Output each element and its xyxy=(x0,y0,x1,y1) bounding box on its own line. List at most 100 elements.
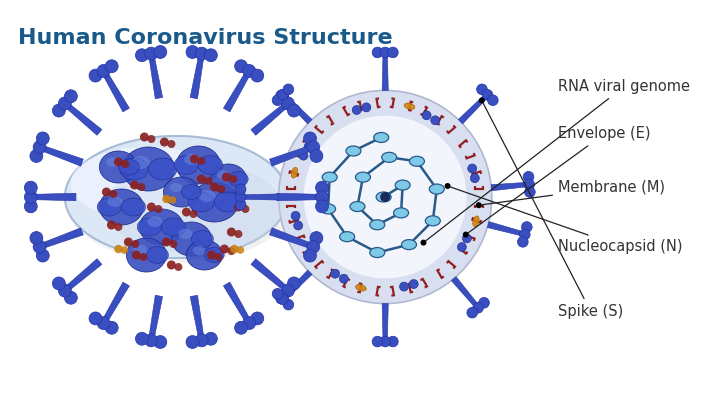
Ellipse shape xyxy=(356,284,366,291)
Ellipse shape xyxy=(402,240,416,250)
Circle shape xyxy=(479,97,485,104)
Ellipse shape xyxy=(120,158,148,180)
Circle shape xyxy=(315,181,328,194)
Ellipse shape xyxy=(148,158,177,180)
Circle shape xyxy=(473,303,483,313)
Circle shape xyxy=(282,284,294,297)
Circle shape xyxy=(521,222,532,232)
Ellipse shape xyxy=(138,218,161,236)
Circle shape xyxy=(24,191,37,203)
Circle shape xyxy=(53,104,66,117)
Circle shape xyxy=(463,232,469,238)
Circle shape xyxy=(339,274,348,283)
Circle shape xyxy=(162,195,171,203)
Circle shape xyxy=(291,211,300,220)
Circle shape xyxy=(525,187,535,197)
Polygon shape xyxy=(282,93,312,124)
Polygon shape xyxy=(277,193,322,201)
Circle shape xyxy=(36,132,49,145)
Circle shape xyxy=(380,47,390,58)
Circle shape xyxy=(138,183,145,191)
Ellipse shape xyxy=(65,136,288,258)
Circle shape xyxy=(304,143,313,151)
Circle shape xyxy=(409,279,418,288)
Circle shape xyxy=(276,291,289,304)
Circle shape xyxy=(24,181,37,194)
Polygon shape xyxy=(102,282,130,324)
Circle shape xyxy=(105,322,118,334)
Circle shape xyxy=(114,223,122,231)
Circle shape xyxy=(362,103,371,112)
Circle shape xyxy=(186,46,199,58)
Circle shape xyxy=(372,47,383,58)
Circle shape xyxy=(243,65,256,77)
Circle shape xyxy=(186,336,199,348)
Text: Envelope (E): Envelope (E) xyxy=(468,126,650,233)
Circle shape xyxy=(462,234,472,243)
Ellipse shape xyxy=(133,245,148,255)
Circle shape xyxy=(235,199,246,210)
Ellipse shape xyxy=(184,154,199,165)
Ellipse shape xyxy=(370,247,384,258)
Circle shape xyxy=(197,157,205,165)
Polygon shape xyxy=(223,70,251,112)
Circle shape xyxy=(107,221,116,229)
Ellipse shape xyxy=(473,216,480,227)
Ellipse shape xyxy=(210,164,246,194)
Circle shape xyxy=(470,174,480,183)
Ellipse shape xyxy=(404,103,415,110)
Ellipse shape xyxy=(192,230,213,247)
Ellipse shape xyxy=(190,182,238,222)
Circle shape xyxy=(380,336,390,347)
Ellipse shape xyxy=(394,208,408,218)
Polygon shape xyxy=(190,53,204,99)
Circle shape xyxy=(235,322,248,334)
Circle shape xyxy=(105,60,118,72)
Polygon shape xyxy=(269,145,314,166)
Ellipse shape xyxy=(161,218,186,236)
Circle shape xyxy=(195,47,208,60)
Circle shape xyxy=(167,260,176,269)
Circle shape xyxy=(278,89,288,100)
Polygon shape xyxy=(39,145,84,166)
Circle shape xyxy=(33,240,46,253)
Circle shape xyxy=(132,240,140,248)
Text: Spike (S): Spike (S) xyxy=(483,103,624,319)
Ellipse shape xyxy=(320,204,336,214)
Ellipse shape xyxy=(163,177,199,207)
Circle shape xyxy=(64,90,77,103)
Circle shape xyxy=(58,284,71,297)
Polygon shape xyxy=(63,259,102,293)
Circle shape xyxy=(272,95,283,106)
Circle shape xyxy=(287,104,300,117)
Circle shape xyxy=(307,141,320,154)
Circle shape xyxy=(282,97,294,110)
Circle shape xyxy=(387,336,398,347)
Circle shape xyxy=(140,253,148,261)
Circle shape xyxy=(190,154,199,164)
Polygon shape xyxy=(269,228,314,249)
Ellipse shape xyxy=(228,171,248,186)
Ellipse shape xyxy=(340,232,355,242)
Polygon shape xyxy=(148,295,163,341)
Polygon shape xyxy=(240,194,279,200)
Circle shape xyxy=(310,232,323,244)
Circle shape xyxy=(227,227,236,236)
Circle shape xyxy=(114,158,123,167)
Circle shape xyxy=(140,132,149,141)
Circle shape xyxy=(230,175,238,183)
Circle shape xyxy=(283,299,294,310)
Ellipse shape xyxy=(174,156,199,175)
Ellipse shape xyxy=(65,138,294,262)
Ellipse shape xyxy=(291,167,297,178)
Ellipse shape xyxy=(370,220,384,230)
Circle shape xyxy=(222,173,231,182)
Ellipse shape xyxy=(170,183,182,192)
Polygon shape xyxy=(282,270,312,301)
Circle shape xyxy=(241,205,249,213)
Ellipse shape xyxy=(140,209,184,245)
Ellipse shape xyxy=(188,192,215,212)
Polygon shape xyxy=(487,221,526,236)
Circle shape xyxy=(487,95,498,106)
Circle shape xyxy=(518,236,528,247)
